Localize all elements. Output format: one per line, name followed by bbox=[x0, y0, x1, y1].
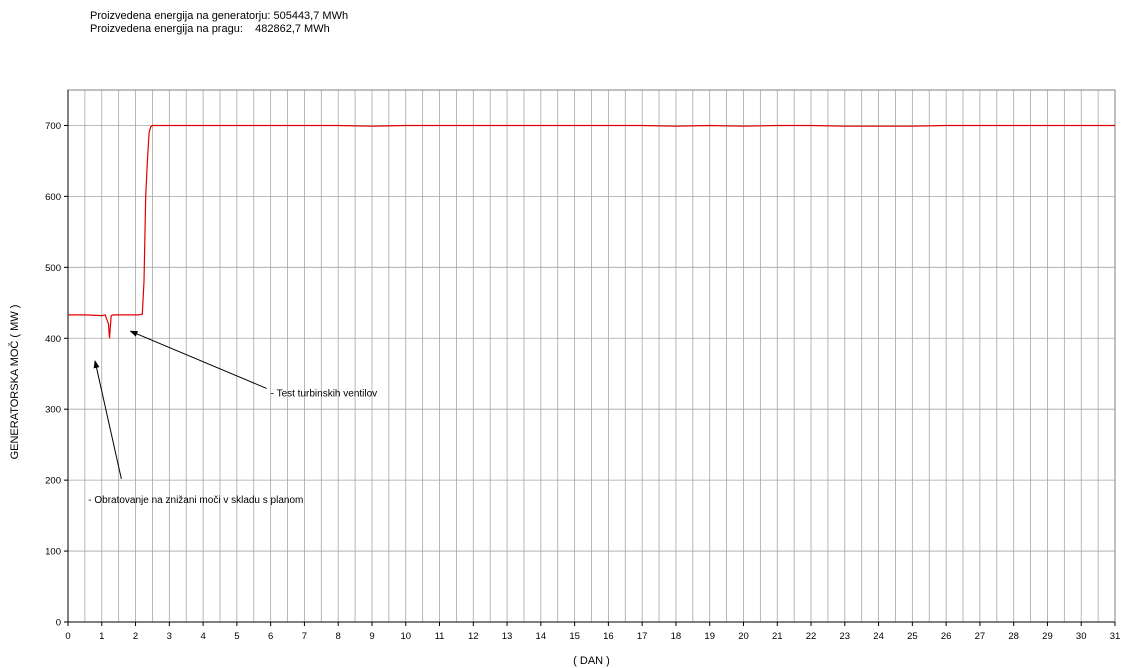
x-tick-label: 8 bbox=[336, 631, 341, 642]
chart-grid bbox=[68, 90, 1115, 622]
x-tick-label: 13 bbox=[502, 631, 513, 642]
x-tick-label: 7 bbox=[302, 631, 307, 642]
x-tick-label: 5 bbox=[234, 631, 239, 642]
annotation-arrow bbox=[129, 330, 267, 389]
y-tick-label: 400 bbox=[45, 334, 61, 345]
x-tick-label: 2 bbox=[133, 631, 138, 642]
x-tick-label: 20 bbox=[738, 631, 749, 642]
y-tick-label: 200 bbox=[45, 476, 61, 487]
generator-energy-label: Proizvedena energija na generatorju: bbox=[90, 10, 271, 22]
x-tick-label: 27 bbox=[975, 631, 986, 642]
x-tick-label: 12 bbox=[468, 631, 479, 642]
y-tick-label: 700 bbox=[45, 121, 61, 132]
y-tick-label: 500 bbox=[45, 263, 61, 274]
x-tick-label: 28 bbox=[1008, 631, 1019, 642]
x-tick-label: 31 bbox=[1110, 631, 1121, 642]
threshold-energy-row: Proizvedena energija na pragu: 482862,7 … bbox=[90, 23, 348, 36]
y-tick-label: 300 bbox=[45, 405, 61, 416]
generator-energy-value: 505443,7 MWh bbox=[273, 10, 349, 22]
x-tick-label: 0 bbox=[65, 631, 70, 642]
x-tick-label: 11 bbox=[435, 631, 445, 642]
x-axis-ticks: 0 1 2 3 4 5 6 7 8 9 10 11 12 13 14 15 16 17 18 19 20 21 22 23 24… bbox=[65, 621, 1121, 642]
threshold-energy-value: 482862,7 MWh bbox=[255, 23, 330, 35]
y-tick-label: 600 bbox=[45, 192, 61, 203]
x-tick-label: 17 bbox=[637, 631, 648, 642]
x-tick-label: 14 bbox=[536, 631, 547, 642]
x-tick-label: 19 bbox=[704, 631, 715, 642]
annotation-label: - Obratovanje na znižani moči v skladu s… bbox=[88, 495, 303, 506]
x-tick-label: 26 bbox=[941, 631, 952, 642]
x-tick-label: 9 bbox=[369, 631, 374, 642]
series-layer bbox=[68, 124, 1115, 339]
x-tick-label: 23 bbox=[840, 631, 851, 642]
threshold-energy-label: Proizvedena energija na pragu: bbox=[90, 23, 243, 35]
energy-summary: Proizvedena energija na generatorju: 505… bbox=[90, 10, 348, 36]
annotation-label: - Test turbinskih ventilov bbox=[271, 388, 378, 399]
x-tick-label: 3 bbox=[167, 631, 172, 642]
x-tick-label: 16 bbox=[603, 631, 614, 642]
y-axis-label: GENERATORSKA MOČ ( MW ) bbox=[8, 305, 21, 460]
x-tick-label: 30 bbox=[1076, 631, 1087, 642]
x-tick-label: 10 bbox=[400, 631, 411, 642]
annotations-layer: - Test turbinskih ventilov - Obratovanje … bbox=[88, 330, 378, 506]
x-tick-label: 1 bbox=[99, 631, 104, 642]
x-tick-label: 29 bbox=[1042, 631, 1053, 642]
y-tick-label: 100 bbox=[45, 547, 61, 558]
x-tick-label: 25 bbox=[907, 631, 918, 642]
x-tick-label: 21 bbox=[772, 631, 783, 642]
power-series-line bbox=[68, 124, 1115, 339]
x-tick-label: 6 bbox=[268, 631, 273, 642]
x-tick-label: 4 bbox=[200, 631, 205, 642]
x-tick-label: 22 bbox=[806, 631, 817, 642]
y-tick-label: 0 bbox=[56, 618, 61, 629]
generator-energy-row: Proizvedena energija na generatorju: 505… bbox=[90, 10, 348, 23]
x-tick-label: 24 bbox=[873, 631, 884, 642]
x-tick-label: 15 bbox=[569, 631, 580, 642]
y-axis-ticks: 0 100 200 300 400 500 600 700 bbox=[45, 90, 69, 629]
x-tick-label: 18 bbox=[671, 631, 682, 642]
annotation-arrow bbox=[93, 359, 122, 479]
x-axis-label: ( DAN ) bbox=[573, 655, 610, 667]
